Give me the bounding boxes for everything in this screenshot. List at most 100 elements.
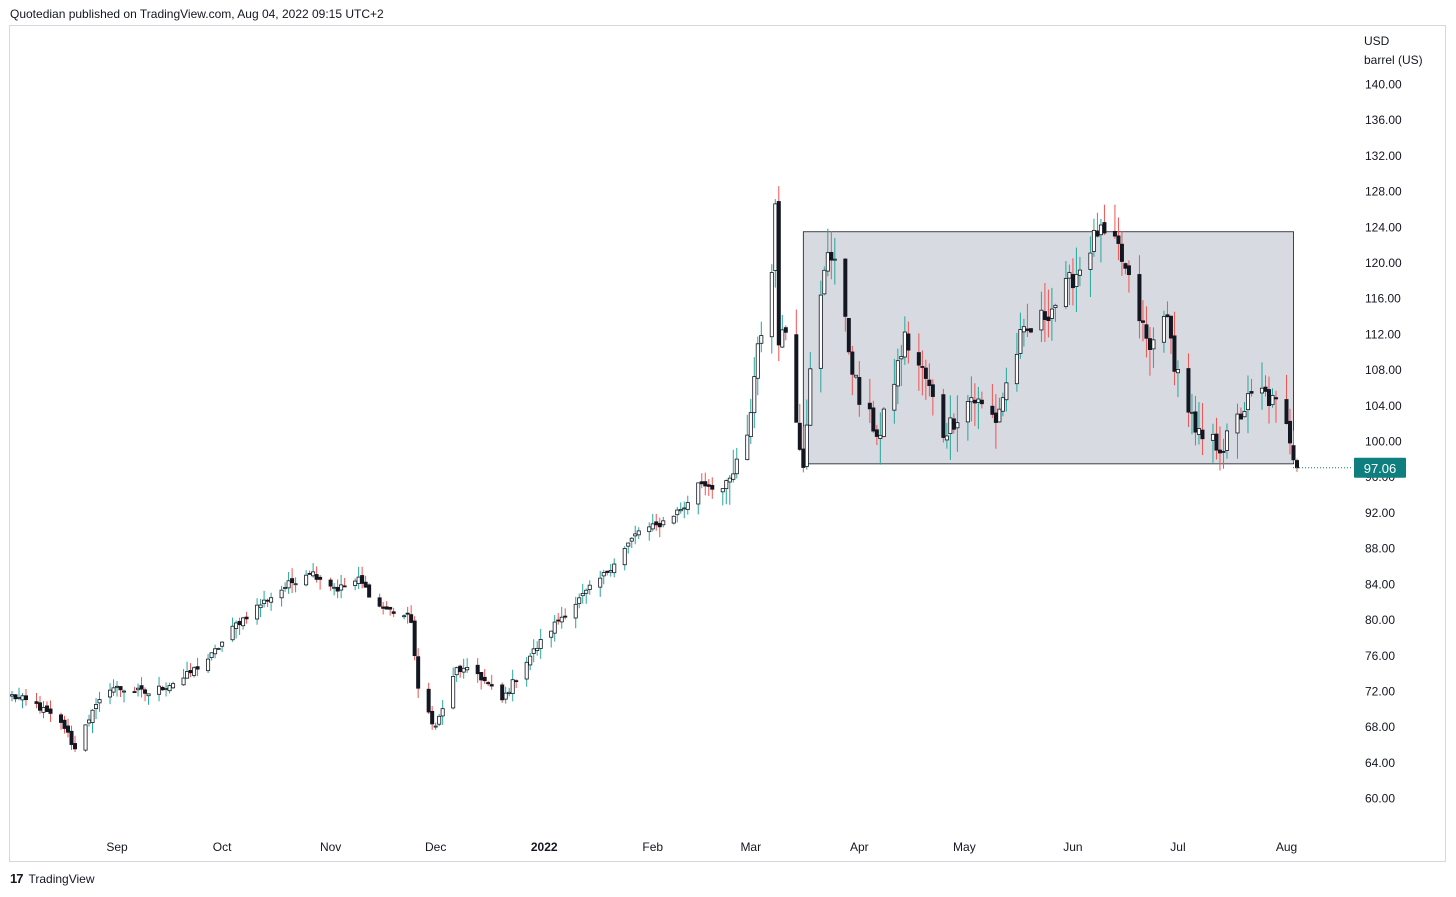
footer-brand[interactable]: 17 TradingView <box>10 871 95 886</box>
candle <box>773 199 778 288</box>
candle-body <box>118 686 123 691</box>
candle <box>580 583 585 604</box>
candle <box>45 701 50 713</box>
candle-body <box>552 621 557 634</box>
candle <box>97 691 102 712</box>
candle-body <box>146 693 151 697</box>
candle-body <box>293 583 298 586</box>
candle <box>304 570 309 587</box>
candle-body <box>524 661 529 680</box>
candle-body <box>783 327 788 333</box>
candle <box>486 680 491 686</box>
candle <box>440 700 445 725</box>
candle-body <box>1224 430 1229 451</box>
candle <box>1088 236 1093 297</box>
candle-body <box>1067 272 1072 279</box>
candle-body <box>1021 326 1026 333</box>
y-tick-label: 136.00 <box>1365 113 1402 127</box>
candle <box>1116 217 1121 261</box>
candle <box>1214 417 1219 460</box>
candle-body <box>899 356 904 360</box>
candle <box>437 713 442 727</box>
candle <box>825 228 830 277</box>
candle <box>1242 402 1247 418</box>
candle-body <box>426 688 431 713</box>
candle <box>710 477 715 499</box>
candle-body <box>41 706 46 713</box>
candle-body <box>213 648 218 655</box>
candle-body <box>577 597 582 605</box>
candle-body <box>829 251 834 261</box>
candle <box>783 325 788 341</box>
x-tick-label: May <box>953 840 976 854</box>
candle <box>923 359 928 400</box>
candle <box>115 680 120 697</box>
x-tick-label: Aug <box>1276 840 1297 854</box>
candle-body <box>1039 309 1044 331</box>
candle <box>1063 261 1068 309</box>
candle <box>391 607 396 618</box>
candle <box>563 608 568 620</box>
candle-body <box>409 614 414 623</box>
candle <box>167 682 172 694</box>
candle-body <box>993 412 998 423</box>
candle <box>1186 353 1191 428</box>
y-tick-label: 140.00 <box>1365 77 1402 91</box>
candle-body <box>1259 387 1264 394</box>
candle-body <box>1242 411 1247 418</box>
candle-body <box>598 577 603 588</box>
candle <box>584 588 589 604</box>
candle <box>342 577 347 588</box>
y-tick-label: 92.00 <box>1365 506 1395 520</box>
candle <box>160 685 165 691</box>
candle <box>458 664 463 678</box>
y-tick-label: 76.00 <box>1365 649 1395 663</box>
candle <box>797 403 802 452</box>
candle-body <box>608 570 613 573</box>
candle-body <box>237 621 242 626</box>
y-tick-label: 124.00 <box>1365 220 1402 234</box>
candle <box>286 571 291 594</box>
candle-body <box>209 652 214 659</box>
candle-body <box>951 418 956 430</box>
candle-body <box>475 664 480 675</box>
candle <box>258 598 263 618</box>
candle-body <box>258 604 263 609</box>
candle-body <box>458 665 463 673</box>
candle <box>1172 311 1177 386</box>
candle-body <box>206 658 211 672</box>
candle <box>363 575 368 588</box>
candle-body <box>1245 393 1250 411</box>
candle-body <box>622 548 627 566</box>
candle-body <box>745 434 750 461</box>
candle <box>769 264 774 354</box>
candle-body <box>752 376 757 414</box>
unit-currency: USD <box>1364 34 1390 48</box>
candle <box>1295 458 1300 472</box>
time-axis[interactable]: Sep Oct Nov Dec 2022 Feb Mar Apr May Jun Jul Aug <box>106 840 1297 854</box>
candle-body <box>1042 311 1047 320</box>
candle <box>192 666 197 678</box>
candle <box>514 679 519 689</box>
candle <box>290 568 295 593</box>
candle <box>430 706 435 730</box>
candle-body <box>115 685 120 688</box>
candle-body <box>955 422 960 429</box>
candle <box>1102 204 1107 235</box>
candle-body <box>832 258 837 261</box>
candle <box>808 351 813 426</box>
candle <box>500 682 505 703</box>
candle <box>1161 310 1166 353</box>
candle-body <box>1189 411 1194 414</box>
candle-body <box>580 593 585 597</box>
candle <box>454 666 459 682</box>
candle <box>62 715 67 734</box>
candle-body <box>45 705 50 712</box>
candle-body <box>997 408 1002 423</box>
y-tick-label: 132.00 <box>1365 149 1402 163</box>
candle-body <box>286 580 291 589</box>
price-axis[interactable]: 60.00 64.00 68.00 72.00 76.00 80.00 84.00 88.00… <box>1365 77 1402 805</box>
candle <box>356 566 361 590</box>
y-tick-label: 104.00 <box>1365 399 1402 413</box>
